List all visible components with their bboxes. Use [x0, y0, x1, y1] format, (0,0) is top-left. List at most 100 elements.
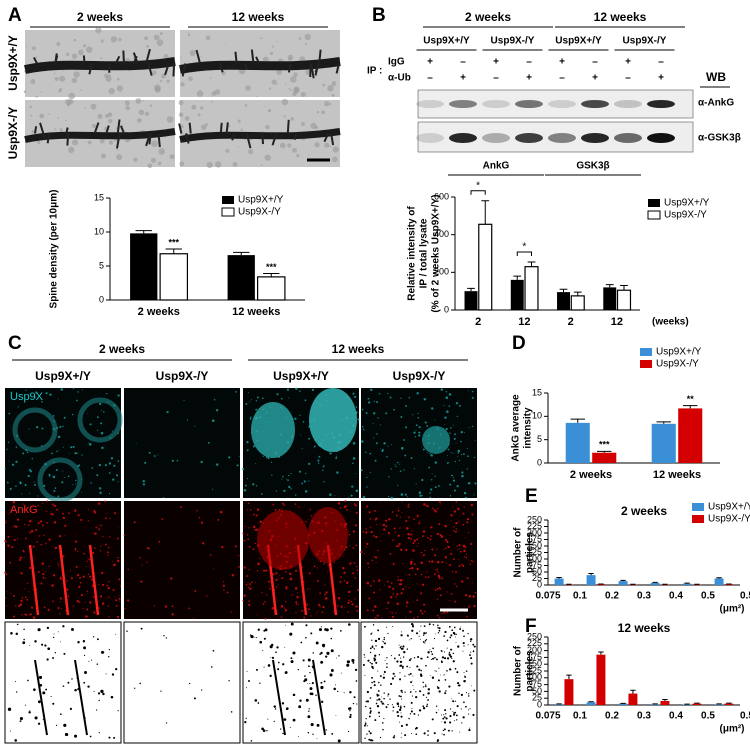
speck	[451, 657, 453, 660]
speck	[459, 626, 461, 628]
speck	[111, 673, 115, 676]
speck	[236, 464, 239, 467]
bar	[596, 584, 606, 585]
speck	[378, 392, 381, 395]
speck	[283, 115, 286, 118]
speck	[115, 605, 118, 607]
speck	[418, 426, 421, 429]
speck	[323, 481, 325, 483]
speck	[332, 603, 334, 605]
speck	[430, 651, 433, 653]
speck	[13, 525, 16, 528]
y-tick-label: 0	[99, 294, 104, 304]
bracket-label: *	[522, 242, 526, 253]
speck	[171, 605, 174, 608]
speck	[48, 538, 51, 541]
speck	[381, 702, 384, 705]
speck	[365, 531, 368, 534]
speck	[419, 609, 423, 612]
speck	[257, 702, 260, 704]
significance: ***	[599, 440, 610, 450]
speck	[444, 556, 448, 559]
speck	[422, 694, 425, 696]
speck	[14, 680, 16, 683]
speck	[354, 668, 358, 672]
speck	[411, 695, 414, 697]
y-tick-label: 125	[527, 665, 542, 675]
speck	[288, 397, 290, 399]
speck	[112, 588, 115, 591]
speck	[127, 568, 129, 571]
speck	[472, 650, 475, 653]
speck	[116, 615, 120, 619]
y-tick-label: 0	[537, 579, 542, 589]
speck	[455, 585, 458, 588]
speck	[355, 544, 358, 547]
speck	[269, 51, 274, 55]
speck	[355, 504, 358, 507]
speck	[287, 474, 290, 477]
speck	[30, 606, 34, 609]
speck	[246, 671, 248, 673]
speck	[108, 74, 111, 77]
spine	[172, 63, 176, 77]
speck	[212, 419, 215, 422]
speck	[249, 417, 252, 420]
speck	[352, 530, 356, 533]
speck	[337, 596, 341, 600]
speck	[56, 450, 58, 453]
speck	[308, 608, 311, 611]
speck	[462, 650, 464, 652]
speck	[418, 492, 421, 495]
speck	[458, 544, 461, 547]
speck	[243, 489, 247, 492]
speck	[324, 584, 326, 586]
speck	[440, 388, 444, 391]
speck	[76, 452, 78, 455]
speck	[62, 685, 65, 687]
sign: +	[559, 57, 565, 68]
speck	[382, 676, 386, 679]
speck	[438, 616, 441, 619]
speck	[4, 597, 7, 599]
speck	[54, 128, 57, 131]
speck	[37, 700, 41, 704]
spine	[148, 133, 152, 145]
speck	[264, 106, 266, 108]
speck	[374, 617, 377, 620]
speck	[411, 529, 413, 531]
speck	[327, 85, 334, 92]
speck	[279, 508, 281, 510]
speck	[395, 545, 398, 548]
speck	[18, 558, 21, 561]
speck	[329, 673, 333, 677]
x-tick-label: 0.2	[605, 711, 619, 722]
sign: –	[592, 57, 598, 68]
speck	[453, 558, 455, 560]
speck	[29, 105, 32, 109]
speck	[239, 124, 241, 126]
speck	[24, 483, 27, 487]
speck	[441, 560, 444, 563]
speck	[154, 84, 161, 92]
speck	[275, 578, 278, 582]
sign: –	[427, 73, 433, 84]
speck	[76, 600, 78, 602]
speck	[379, 424, 381, 426]
speck	[422, 613, 424, 615]
speck	[245, 50, 247, 52]
speck	[32, 545, 35, 548]
speck	[433, 387, 435, 389]
speck	[52, 636, 55, 639]
speck	[13, 538, 16, 541]
speck	[254, 637, 256, 639]
speck	[377, 670, 379, 672]
speck	[470, 657, 473, 660]
speck	[57, 631, 59, 633]
x-tick-label: 0.5	[701, 711, 715, 722]
speck	[321, 110, 325, 115]
speck	[307, 658, 311, 662]
speck	[325, 729, 327, 731]
speck	[97, 416, 99, 419]
speck	[392, 539, 394, 541]
